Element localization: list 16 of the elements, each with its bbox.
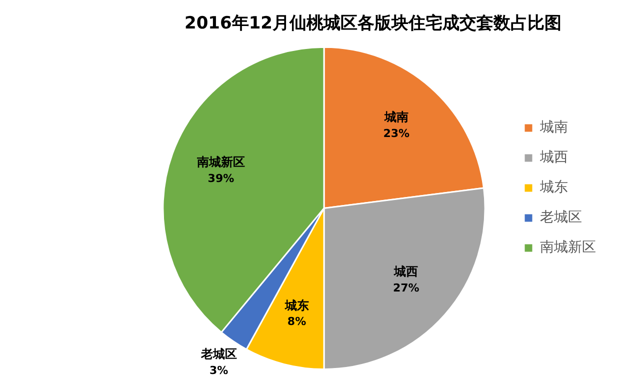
slice-label: 南城新区 [196,155,245,170]
slice-label: 城西 [393,264,418,279]
legend-label: 城南 [539,120,568,136]
data-label: 23% [383,126,410,140]
legend-label: 南城新区 [540,240,596,256]
legend-label: 城西 [539,150,568,166]
data-label: 27% [392,281,420,294]
legend-label: 老城区 [540,210,582,226]
slice-label: 城东 [284,298,309,312]
legend-label: 城东 [539,180,568,196]
data-label: 8% [287,315,306,328]
data-label: 3% [210,364,228,377]
slice-label: 城南 [383,110,408,124]
data-label: 39% [208,172,234,185]
chart-title: 2016年12月仙桃城区各版块住宅成交套数占比图 [184,14,562,34]
slice-label: 老城区 [200,347,237,362]
